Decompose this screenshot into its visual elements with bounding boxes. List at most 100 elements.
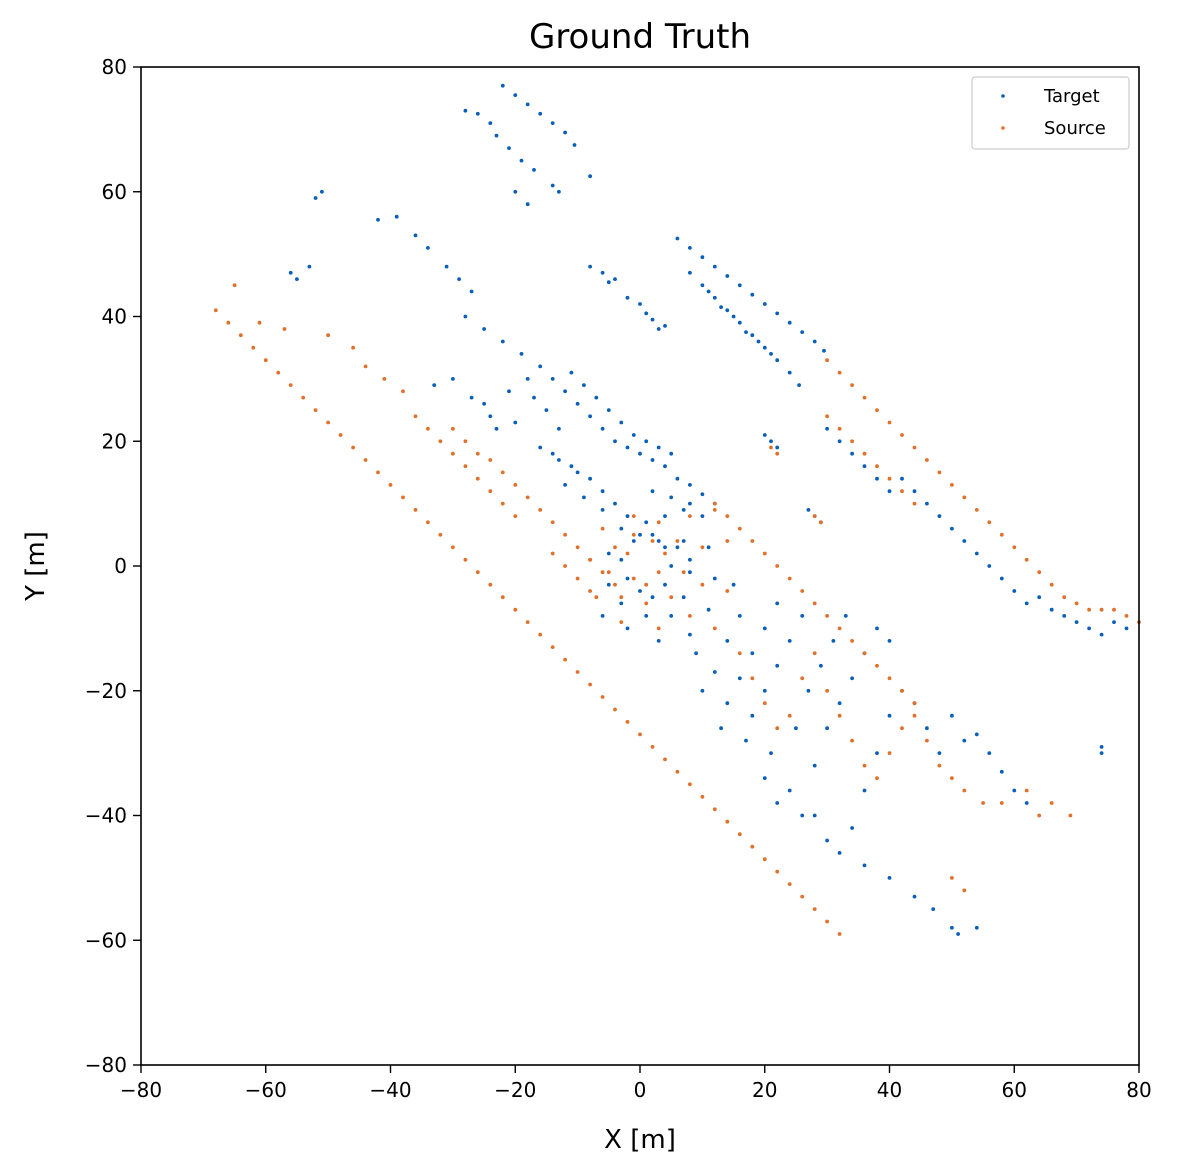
point-target (444, 264, 449, 269)
point-target (606, 551, 611, 556)
point-target (482, 327, 486, 331)
point-source (900, 726, 904, 731)
point-source (825, 414, 829, 419)
point-source (1099, 607, 1104, 612)
point-target (320, 189, 324, 194)
point-source (837, 626, 842, 631)
point-target (706, 289, 711, 294)
point-source (837, 932, 842, 936)
point-source (700, 545, 705, 550)
point-source (588, 557, 592, 562)
point-target (650, 489, 655, 494)
point-source (737, 651, 742, 656)
point-target (563, 130, 567, 135)
point-source (750, 676, 755, 681)
point-source (787, 713, 792, 718)
point-source (488, 582, 493, 587)
point-target (825, 726, 829, 731)
point-target (613, 439, 617, 444)
point-source (475, 476, 480, 481)
point-target (706, 607, 711, 612)
point-target (669, 614, 674, 618)
point-source (912, 713, 917, 718)
point-source (650, 539, 655, 543)
point-target (812, 339, 817, 344)
point-source (862, 451, 867, 456)
point-target (394, 214, 399, 219)
point-source (488, 458, 493, 462)
point-source (1087, 607, 1091, 612)
point-target (987, 564, 992, 568)
point-source (563, 564, 567, 568)
point-source (1024, 557, 1029, 562)
point-target (837, 701, 842, 706)
point-source (282, 327, 287, 331)
point-target (787, 320, 792, 325)
point-source (850, 383, 854, 387)
point-target (675, 236, 680, 241)
chart-title: Ground Truth (529, 17, 751, 57)
point-target (494, 426, 499, 431)
point-target (987, 751, 992, 755)
point-target (482, 401, 486, 406)
point-source (725, 514, 730, 518)
point-source (775, 451, 780, 456)
point-source (363, 458, 368, 462)
point-source (563, 657, 567, 662)
point-target (797, 383, 801, 387)
point-source (962, 788, 967, 793)
point-target (507, 146, 511, 151)
point-target (638, 451, 642, 456)
point-target (756, 339, 761, 344)
point-source (463, 557, 468, 562)
point-source (388, 483, 393, 487)
point-source (638, 732, 642, 737)
point-target (519, 158, 524, 163)
point-target (1099, 745, 1104, 749)
point-target (507, 389, 511, 394)
point-target (519, 352, 524, 356)
point-source (837, 370, 842, 375)
point-source (819, 520, 823, 525)
point-source (887, 476, 892, 481)
point-target (787, 788, 792, 793)
point-target (862, 863, 867, 868)
point-source (974, 508, 979, 512)
point-target (1099, 751, 1104, 755)
point-target (1124, 626, 1129, 631)
point-target (625, 626, 630, 631)
point-source (644, 582, 649, 587)
point-source (750, 539, 755, 543)
point-source (681, 570, 686, 575)
point-target (426, 246, 430, 250)
point-source (787, 576, 792, 581)
point-target (588, 264, 592, 269)
point-target (706, 545, 711, 550)
point-target (1074, 620, 1079, 624)
point-source (463, 439, 468, 444)
point-source (213, 308, 218, 313)
point-source (1024, 788, 1029, 793)
point-source (613, 545, 617, 550)
point-source (625, 720, 630, 724)
point-target (862, 788, 867, 793)
point-target (769, 439, 773, 444)
point-source (1037, 813, 1042, 818)
point-target (644, 520, 649, 525)
point-source (351, 345, 355, 350)
point-target (550, 377, 555, 381)
point-target (307, 264, 312, 269)
point-source (513, 607, 518, 612)
point-source (962, 888, 967, 893)
legend-box (971, 76, 1130, 150)
y-tick-label: −40 (85, 804, 127, 828)
point-source (1049, 801, 1054, 805)
point-source (1062, 595, 1067, 600)
point-source (688, 614, 692, 618)
point-source (712, 807, 717, 812)
point-target (775, 311, 780, 316)
point-source (426, 426, 430, 431)
point-source (950, 876, 954, 880)
point-target (600, 614, 605, 618)
point-target (731, 314, 736, 319)
